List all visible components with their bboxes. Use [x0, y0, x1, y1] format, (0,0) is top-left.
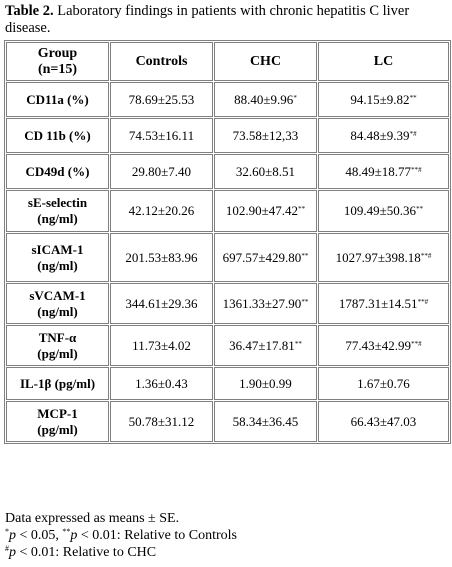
row-label: CD11a (%): [6, 82, 109, 117]
cell-chc: 88.40±9.96*: [214, 82, 317, 117]
significance-mark: **: [409, 93, 417, 102]
table-row: MCP-1 (pg/ml) 50.78±31.12 58.34±36.45 66.43±…: [6, 401, 449, 442]
cell-controls: 50.78±31.12: [110, 401, 213, 442]
cell-controls: 29.80±7.40: [110, 154, 213, 189]
significance-mark: *#: [409, 129, 417, 138]
note-data-expressed: Data expressed as means ± SE.: [5, 511, 180, 526]
row-label: TNF-α (pg/ml): [6, 325, 109, 366]
cell-chc: 73.58±12,33: [214, 118, 317, 153]
note-significance-controls: *p < 0.05, **p < 0.01: Relative to Contr…: [5, 527, 237, 544]
findings-table: Group (n=15) Controls CHC LC CD11a (%) 78.…: [4, 40, 451, 444]
significance-mark: **#: [411, 339, 422, 348]
significance-mark: **#: [420, 251, 432, 260]
cell-lc: 109.49±50.36**: [318, 190, 449, 232]
row-label: CD 11b (%): [6, 118, 109, 153]
note-significance-chc: #p < 0.01: Relative to CHC: [5, 544, 157, 561]
significance-mark: **: [298, 205, 306, 213]
cell-lc: 1.67±0.76: [318, 367, 449, 400]
significance-mark: **#: [417, 297, 429, 306]
row-label: CD49d (%): [6, 154, 109, 189]
header-controls: Controls: [110, 42, 213, 81]
table-row: CD 11b (%) 74.53±16.11 73.58±12,33 84.48±9.…: [6, 118, 449, 153]
cell-chc: 1.90±0.99: [214, 367, 317, 400]
cell-lc: 94.15±9.82**: [318, 82, 449, 117]
significance-mark: **: [301, 251, 309, 260]
table-row: sICAM-1 (ng/ml) 201.53±83.96 697.57±429.80*…: [6, 233, 449, 282]
cell-controls: 344.61±29.36: [110, 283, 213, 324]
table-body: CD11a (%) 78.69±25.53 88.40±9.96* 94.15±9.8…: [6, 82, 449, 442]
header-group: Group (n=15): [6, 42, 109, 81]
row-label: sICAM-1 (ng/ml): [6, 233, 109, 282]
table-row: CD11a (%) 78.69±25.53 88.40±9.96* 94.15±9.8…: [6, 82, 449, 117]
cell-controls: 42.12±20.26: [110, 190, 213, 232]
cell-chc: 102.90±47.42**: [214, 190, 317, 232]
significance-mark: *: [293, 93, 297, 102]
row-label: IL-1β (pg/ml): [6, 367, 109, 400]
cell-chc: 36.47±17.81**: [214, 325, 317, 366]
caption-text: Laboratory findings in patients with chr…: [5, 3, 410, 36]
caption-label: Table 2.: [5, 3, 54, 19]
row-label: sVCAM-1 (ng/ml): [6, 283, 109, 324]
header-chc: CHC: [214, 42, 317, 81]
significance-mark: **: [416, 205, 424, 213]
cell-lc: 48.49±18.77**#: [318, 154, 449, 189]
cell-controls: 78.69±25.53: [110, 82, 213, 117]
table-row: CD49d (%) 29.80±7.40 32.60±8.51 48.49±18.77…: [6, 154, 449, 189]
table-row: IL-1β (pg/ml) 1.36±0.43 1.90±0.99 1.67±0.76: [6, 367, 449, 400]
cell-lc: 77.43±42.99**#: [318, 325, 449, 366]
cell-chc: 697.57±429.80**: [214, 233, 317, 282]
table-caption: Table 2. Laboratory findings in patients…: [5, 3, 445, 37]
cell-controls: 11.73±4.02: [110, 325, 213, 366]
cell-lc: 1787.31±14.51**#: [318, 283, 449, 324]
cell-controls: 201.53±83.96: [110, 233, 213, 282]
cell-chc: 58.34±36.45: [214, 401, 317, 442]
cell-lc: 84.48±9.39*#: [318, 118, 449, 153]
cell-lc: 66.43±47.03: [318, 401, 449, 442]
cell-chc: 1361.33±27.90**: [214, 283, 317, 324]
significance-mark: **: [294, 339, 302, 348]
table-row: TNF-α (pg/ml) 11.73±4.02 36.47±17.81** 77.43…: [6, 325, 449, 366]
cell-controls: 74.53±16.11: [110, 118, 213, 153]
row-label: sE-selectin (ng/ml): [6, 190, 109, 232]
header-row: Group (n=15) Controls CHC LC: [6, 42, 449, 81]
table-row: sE-selectin (ng/ml) 42.12±20.26 102.90±47.4…: [6, 190, 449, 232]
table-notes: Data expressed as means ± SE. *p < 0.05,…: [5, 510, 445, 561]
significance-mark: **#: [411, 165, 422, 174]
cell-chc: 32.60±8.51: [214, 154, 317, 189]
cell-lc: 1027.97±398.18**#: [318, 233, 449, 282]
cell-controls: 1.36±0.43: [110, 367, 213, 400]
row-label: MCP-1 (pg/ml): [6, 401, 109, 442]
header-lc: LC: [318, 42, 449, 81]
table-row: sVCAM-1 (ng/ml) 344.61±29.36 1361.33±27.90*…: [6, 283, 449, 324]
significance-mark: **: [301, 297, 309, 306]
